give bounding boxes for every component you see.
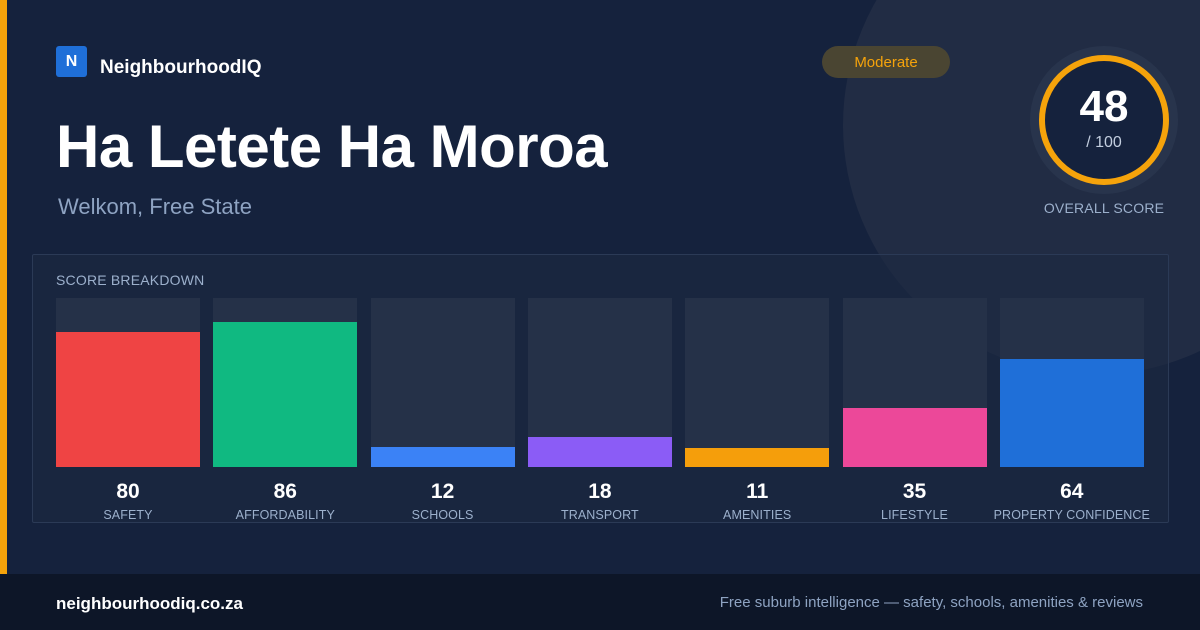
bar-value: 11 bbox=[746, 480, 769, 503]
overall-score-label: OVERALL SCORE bbox=[1043, 200, 1165, 216]
bar-label: SCHOOLS bbox=[411, 508, 474, 522]
bar-fill bbox=[842, 408, 987, 467]
bar-fill bbox=[56, 332, 200, 467]
bar-value: 18 bbox=[588, 480, 612, 503]
bar-fill bbox=[999, 359, 1144, 467]
bar-fill bbox=[213, 322, 358, 467]
bar-value: 86 bbox=[273, 480, 297, 503]
bar-fill bbox=[370, 447, 515, 467]
bar-track bbox=[370, 298, 515, 467]
bar-value: 35 bbox=[902, 480, 927, 503]
bar-track bbox=[999, 298, 1144, 467]
footer-url[interactable]: neighbourhoodiq.co.za bbox=[56, 594, 243, 613]
overall-score-ring: 48 / 100 bbox=[1030, 46, 1178, 194]
location-subtitle: Welkom, Free State bbox=[58, 194, 252, 219]
bar-value: 80 bbox=[116, 480, 140, 503]
bar-label: LIFESTYLE bbox=[881, 508, 948, 522]
bar-track bbox=[842, 298, 987, 467]
bar-label: AFFORDABILITY bbox=[235, 508, 335, 522]
accent-bar bbox=[0, 0, 7, 574]
breakdown-title: SCORE BREAKDOWN bbox=[56, 272, 205, 288]
bar-label: PROPERTY CONFIDENCE bbox=[993, 508, 1150, 522]
bar-label: AMENITIES bbox=[723, 508, 792, 522]
footer: neighbourhoodiq.co.za Free suburb intell… bbox=[0, 574, 1200, 630]
overall-score-value: 48 bbox=[1079, 82, 1129, 131]
footer-tagline: Free suburb intelligence — safety, schoo… bbox=[719, 594, 1143, 611]
brand-name: NeighbourhoodIQ bbox=[100, 57, 262, 78]
page-title: Ha Letete Ha Moroa bbox=[56, 113, 608, 180]
bar-track bbox=[213, 298, 358, 467]
overall-score-max: / 100 bbox=[1086, 134, 1122, 151]
bar-track bbox=[685, 298, 830, 467]
logo-icon: N bbox=[56, 46, 87, 77]
bar-value: 12 bbox=[430, 480, 455, 503]
bar-track bbox=[527, 298, 672, 467]
bar-fill bbox=[685, 448, 830, 467]
rating-badge: Moderate bbox=[822, 46, 950, 78]
bar-label: SAFETY bbox=[103, 508, 153, 522]
bar-fill bbox=[527, 437, 672, 467]
bar-value: 64 bbox=[1060, 480, 1084, 503]
bar-label: TRANSPORT bbox=[561, 508, 639, 522]
bar-track bbox=[56, 298, 200, 467]
score-ring-stroke bbox=[1039, 55, 1169, 185]
